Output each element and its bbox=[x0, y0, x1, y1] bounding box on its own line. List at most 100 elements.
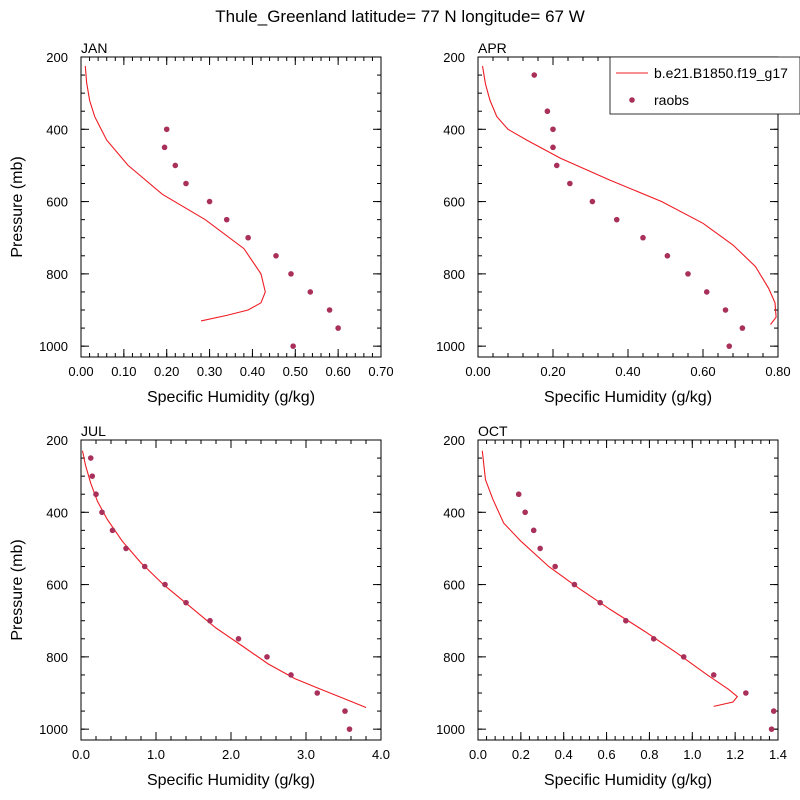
model-line-jul bbox=[81, 450, 367, 709]
raobs-point bbox=[613, 216, 620, 223]
y-tick-label: 200 bbox=[46, 50, 68, 65]
y-axis-title-jul: Pressure (mb) bbox=[9, 539, 26, 640]
y-tick-label: 600 bbox=[46, 195, 68, 210]
x-axis-title-oct: Specific Humidity (g/kg) bbox=[544, 772, 712, 789]
x-tick-label: 0.8 bbox=[640, 747, 658, 762]
raobs-point bbox=[89, 473, 96, 479]
raobs-point bbox=[326, 307, 333, 313]
x-tick-label: 0.6 bbox=[598, 747, 616, 762]
raobs-point bbox=[183, 180, 189, 187]
model-line-oct bbox=[481, 450, 739, 707]
raobs-point bbox=[206, 198, 213, 205]
panel-label-oct: OCT bbox=[478, 423, 508, 439]
figure-title: Thule_Greenland latitude= 77 N longitude… bbox=[215, 7, 585, 26]
y-tick-label: 200 bbox=[443, 50, 465, 65]
raobs-point bbox=[680, 654, 687, 660]
panel-label-jul: JUL bbox=[81, 423, 106, 439]
raobs-point bbox=[245, 234, 251, 241]
raobs-point bbox=[552, 563, 558, 570]
x-tick-label: 0.80 bbox=[765, 364, 790, 379]
y-tick-label: 600 bbox=[443, 578, 465, 593]
panel-apr: APR 0.00 0.20 0.40 0.60 0.80 200 400 600 800 1000 S… bbox=[436, 40, 791, 406]
x-tick-label: 0.00 bbox=[465, 364, 490, 379]
raobs-point bbox=[640, 234, 646, 241]
y-tick-label: 1000 bbox=[436, 339, 465, 354]
raobs-point bbox=[123, 545, 129, 552]
x-tick-label: 0.4 bbox=[555, 747, 573, 762]
raobs-point bbox=[346, 726, 353, 732]
raobs-point bbox=[743, 690, 749, 696]
y-tick-label: 800 bbox=[443, 650, 465, 665]
x-tick-label: 2.0 bbox=[222, 747, 240, 762]
raobs-point bbox=[550, 126, 556, 133]
raobs-point bbox=[223, 216, 230, 223]
x-tick-label: 1.2 bbox=[726, 747, 744, 762]
raobs-point bbox=[567, 180, 573, 187]
y-tick-label: 400 bbox=[46, 505, 68, 520]
y-tick-label: 400 bbox=[443, 505, 465, 520]
x-tick-label: 0.20 bbox=[154, 364, 179, 379]
plot-frame-jan bbox=[80, 56, 382, 358]
x-axis-title-jul: Specific Humidity (g/kg) bbox=[147, 772, 315, 789]
legend-model-label: b.e21.B1850.f19_g17 bbox=[654, 65, 788, 81]
raobs-point bbox=[109, 527, 116, 534]
raobs-point bbox=[597, 599, 603, 606]
x-tick-label: 0.00 bbox=[68, 364, 93, 379]
y-tick-label: 1000 bbox=[436, 722, 465, 737]
raobs-point bbox=[288, 271, 294, 277]
raobs-point bbox=[335, 325, 341, 331]
raobs-point bbox=[664, 252, 671, 259]
x-tick-label: 0.50 bbox=[283, 364, 308, 379]
y-tick-label: 400 bbox=[46, 122, 68, 137]
model-line-apr bbox=[481, 65, 777, 325]
raobs-point bbox=[726, 343, 733, 349]
raobs-point bbox=[710, 672, 717, 678]
raobs-point bbox=[172, 162, 179, 169]
raobs-point bbox=[522, 509, 528, 516]
x-tick-label: 1.0 bbox=[683, 747, 701, 762]
y-tick-label: 800 bbox=[443, 267, 465, 282]
panel-label-jan: JAN bbox=[81, 40, 107, 56]
raobs-point bbox=[531, 72, 538, 78]
model-line-jan bbox=[84, 65, 266, 322]
raobs-point bbox=[235, 635, 242, 642]
raobs-point bbox=[273, 252, 279, 259]
raobs-point bbox=[685, 271, 691, 277]
raobs-point bbox=[550, 144, 556, 151]
y-tick-label: 400 bbox=[443, 122, 465, 137]
raobs-point bbox=[163, 126, 170, 133]
legend-raobs-label: raobs bbox=[654, 92, 689, 108]
legend-box bbox=[609, 56, 800, 115]
raobs-point bbox=[623, 617, 629, 624]
x-tick-label: 3.0 bbox=[297, 747, 315, 762]
raobs-point bbox=[722, 307, 729, 313]
raobs-point bbox=[307, 289, 314, 295]
x-axis-title-jan: Specific Humidity (g/kg) bbox=[147, 389, 315, 406]
raobs-point bbox=[530, 527, 537, 534]
y-tick-label: 1000 bbox=[39, 722, 68, 737]
raobs-point bbox=[141, 563, 148, 570]
raobs-point bbox=[650, 635, 657, 642]
raobs-point bbox=[703, 289, 710, 295]
panel-label-apr: APR bbox=[478, 40, 507, 56]
panel-jul: JUL 0.0 1.0 2.0 3.0 4.0 200 400 600 800 1000 Specif… bbox=[9, 423, 390, 789]
x-axis-title-apr: Specific Humidity (g/kg) bbox=[544, 389, 712, 406]
y-axis-title-jan: Pressure (mb) bbox=[9, 156, 26, 257]
panel-oct: OCT 0.0 0.2 0.4 0.6 0.8 1.0 1.2 1.4 200 400 600 800 1… bbox=[436, 423, 787, 789]
raobs-point bbox=[537, 545, 543, 552]
x-tick-label: 0.70 bbox=[368, 364, 393, 379]
raobs-point bbox=[99, 509, 105, 516]
raobs-point bbox=[589, 198, 596, 205]
x-tick-label: 0.40 bbox=[615, 364, 640, 379]
raobs-point bbox=[515, 491, 522, 498]
raobs-point bbox=[93, 491, 99, 498]
y-tick-label: 600 bbox=[443, 195, 465, 210]
x-tick-label: 4.0 bbox=[372, 747, 390, 762]
plot-frame-oct bbox=[477, 439, 779, 741]
x-tick-label: 0.40 bbox=[240, 364, 265, 379]
raobs-point bbox=[770, 708, 777, 714]
y-tick-label: 800 bbox=[46, 650, 68, 665]
x-tick-label: 0.2 bbox=[512, 747, 530, 762]
